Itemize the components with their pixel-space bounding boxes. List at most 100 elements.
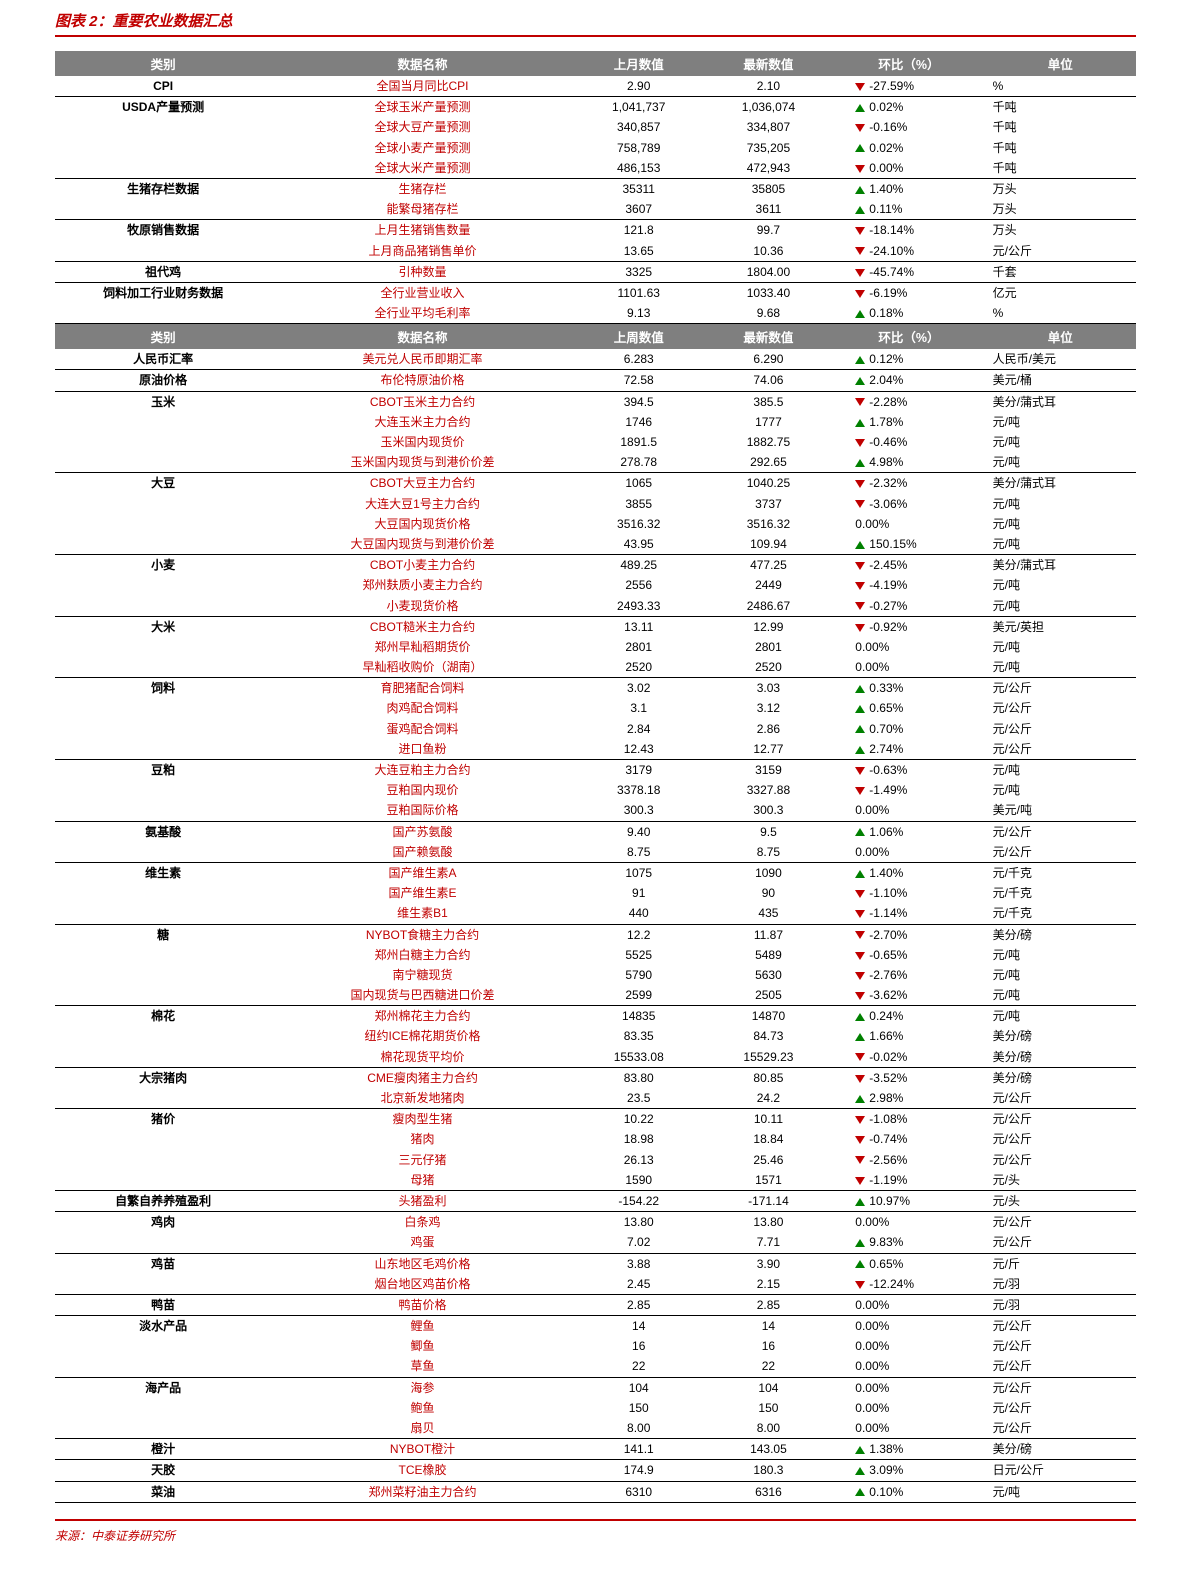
table-row: 郑州白糖主力合约55255489-0.65%元/吨 [55, 945, 1136, 965]
cell-latest: 5630 [704, 965, 834, 985]
cell-category: 小麦 [55, 555, 271, 576]
change-value: 1.38% [869, 1442, 903, 1456]
table-row: 全球小麦产量预测758,789735,2050.02%千吨 [55, 138, 1136, 158]
cell-dataname: 国产赖氨酸 [271, 842, 574, 863]
cell-unit: 元/公斤 [985, 1109, 1136, 1130]
cell-change: -24.10% [833, 241, 984, 262]
cell-change: 9.83% [833, 1232, 984, 1253]
cell-prev: 43.95 [574, 534, 704, 555]
table-row: 国产赖氨酸8.758.750.00%元/公斤 [55, 842, 1136, 863]
table-row: 鲍鱼1501500.00%元/公斤 [55, 1398, 1136, 1418]
cell-change: 0.11% [833, 199, 984, 220]
triangle-up-icon [855, 1488, 865, 1496]
change-value: -2.76% [869, 968, 907, 982]
table-row: 大豆CBOT大豆主力合约10651040.25-2.32%美分/蒲式耳 [55, 473, 1136, 494]
cell-dataname: 猪肉 [271, 1129, 574, 1149]
cell-category: 菜油 [55, 1481, 271, 1502]
cell-category [55, 241, 271, 262]
cell-unit: 元/公斤 [985, 698, 1136, 718]
change-value: -18.14% [869, 223, 914, 237]
table-row: 鸭苗鸭苗价格2.852.850.00%元/羽 [55, 1294, 1136, 1315]
cell-unit: 元/公斤 [985, 1356, 1136, 1377]
table-row: 牧原销售数据上月生猪销售数量121.899.7-18.14%万头 [55, 220, 1136, 241]
cell-prev: -154.22 [574, 1190, 704, 1211]
cell-change: -1.14% [833, 903, 984, 924]
table-row: 橙汁NYBOT橙汁141.1143.051.38%美分/磅 [55, 1439, 1136, 1460]
cell-prev: 22 [574, 1356, 704, 1377]
cell-latest: 3516.32 [704, 514, 834, 534]
table-row: 大豆国内现货价格3516.323516.320.00%元/吨 [55, 514, 1136, 534]
table-row: 郑州早籼稻期货价280128010.00%元/吨 [55, 637, 1136, 657]
change-value: -0.02% [869, 1050, 907, 1064]
cell-unit: 元/公斤 [985, 241, 1136, 262]
triangle-up-icon [855, 1033, 865, 1041]
table-row: 自繁自养养殖盈利头猪盈利-154.22-171.1410.97%元/头 [55, 1190, 1136, 1211]
cell-prev: 1891.5 [574, 432, 704, 452]
cell-latest: 24.2 [704, 1088, 834, 1109]
cell-change: -1.19% [833, 1170, 984, 1191]
triangle-down-icon [855, 931, 865, 939]
table-row: 大豆国内现货与到港价价差43.95109.94150.15%元/吨 [55, 534, 1136, 555]
cell-change: -3.06% [833, 494, 984, 514]
table-header-1: 类别 数据名称 上月数值 最新数值 环比（%） 单位 [55, 51, 1136, 76]
cell-change: 2.04% [833, 370, 984, 391]
triangle-down-icon [855, 1116, 865, 1124]
change-value: 0.02% [869, 100, 903, 114]
table-row: 豆粕国内现价3378.183327.88-1.49%元/吨 [55, 780, 1136, 800]
cell-prev: 2.90 [574, 76, 704, 97]
cell-category: 牧原销售数据 [55, 220, 271, 241]
table-row: 鸡肉白条鸡13.8013.800.00%元/公斤 [55, 1212, 1136, 1233]
cell-category [55, 883, 271, 903]
cell-latest: 180.3 [704, 1460, 834, 1481]
cell-unit: 元/吨 [985, 494, 1136, 514]
cell-category [55, 1026, 271, 1046]
change-value: 0.33% [869, 681, 903, 695]
change-value: 0.00% [869, 161, 903, 175]
cell-unit: 元/吨 [985, 514, 1136, 534]
cell-category [55, 739, 271, 760]
cell-unit: 元/公斤 [985, 1316, 1136, 1337]
cell-unit: 元/吨 [985, 1481, 1136, 1502]
cell-prev: 2801 [574, 637, 704, 657]
col-change: 环比（%） [833, 51, 984, 76]
table-row: 蛋鸡配合饲料2.842.860.70%元/公斤 [55, 719, 1136, 739]
cell-dataname: 鸭苗价格 [271, 1294, 574, 1315]
cell-prev: 7.02 [574, 1232, 704, 1253]
change-value: 0.00% [855, 1421, 889, 1435]
triangle-down-icon [855, 602, 865, 610]
cell-dataname: 玉米国内现货与到港价价差 [271, 452, 574, 473]
change-value: 10.97% [869, 1194, 910, 1208]
change-value: -2.45% [869, 558, 907, 572]
cell-prev: 9.40 [574, 821, 704, 842]
change-value: -27.59% [869, 79, 914, 93]
cell-change: 0.00% [833, 1398, 984, 1418]
change-value: 1.40% [869, 866, 903, 880]
cell-unit: 元/千克 [985, 862, 1136, 883]
cell-unit: 美元/吨 [985, 800, 1136, 821]
cell-prev: 121.8 [574, 220, 704, 241]
cell-dataname: 全行业平均毛利率 [271, 303, 574, 324]
cell-dataname: 上月商品猪销售单价 [271, 241, 574, 262]
cell-change: -45.74% [833, 261, 984, 282]
change-value: -0.16% [869, 120, 907, 134]
cell-change: -0.74% [833, 1129, 984, 1149]
cell-prev: 1065 [574, 473, 704, 494]
cell-dataname: 棉花现货平均价 [271, 1047, 574, 1068]
cell-change: 0.00% [833, 637, 984, 657]
cell-category [55, 657, 271, 678]
table-row: 大米CBOT糙米主力合约13.1112.99-0.92%美元/英担 [55, 616, 1136, 637]
table-row: 维生素B1440435-1.14%元/千克 [55, 903, 1136, 924]
cell-dataname: 大连豆粕主力合约 [271, 760, 574, 781]
table-row: 大连大豆1号主力合约38553737-3.06%元/吨 [55, 494, 1136, 514]
table-row: 海产品海参1041040.00%元/公斤 [55, 1377, 1136, 1398]
cell-category: 豆粕 [55, 760, 271, 781]
table-row: 国内现货与巴西糖进口价差25992505-3.62%元/吨 [55, 985, 1136, 1006]
cell-category [55, 117, 271, 137]
change-value: -0.92% [869, 620, 907, 634]
cell-category [55, 637, 271, 657]
cell-prev: 12.43 [574, 739, 704, 760]
cell-change: 0.00% [833, 1418, 984, 1439]
cell-change: 0.00% [833, 800, 984, 821]
cell-dataname: 引种数量 [271, 261, 574, 282]
cell-category [55, 1047, 271, 1068]
